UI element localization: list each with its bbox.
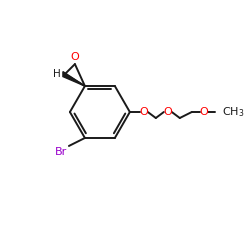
Text: CH$_3$: CH$_3$ [222, 105, 244, 119]
Text: O: O [164, 107, 172, 117]
Text: O: O [70, 52, 79, 62]
Text: O: O [200, 107, 208, 117]
Polygon shape [63, 72, 85, 86]
Text: H: H [53, 69, 61, 79]
Text: Br: Br [55, 147, 67, 157]
Text: O: O [140, 107, 148, 117]
